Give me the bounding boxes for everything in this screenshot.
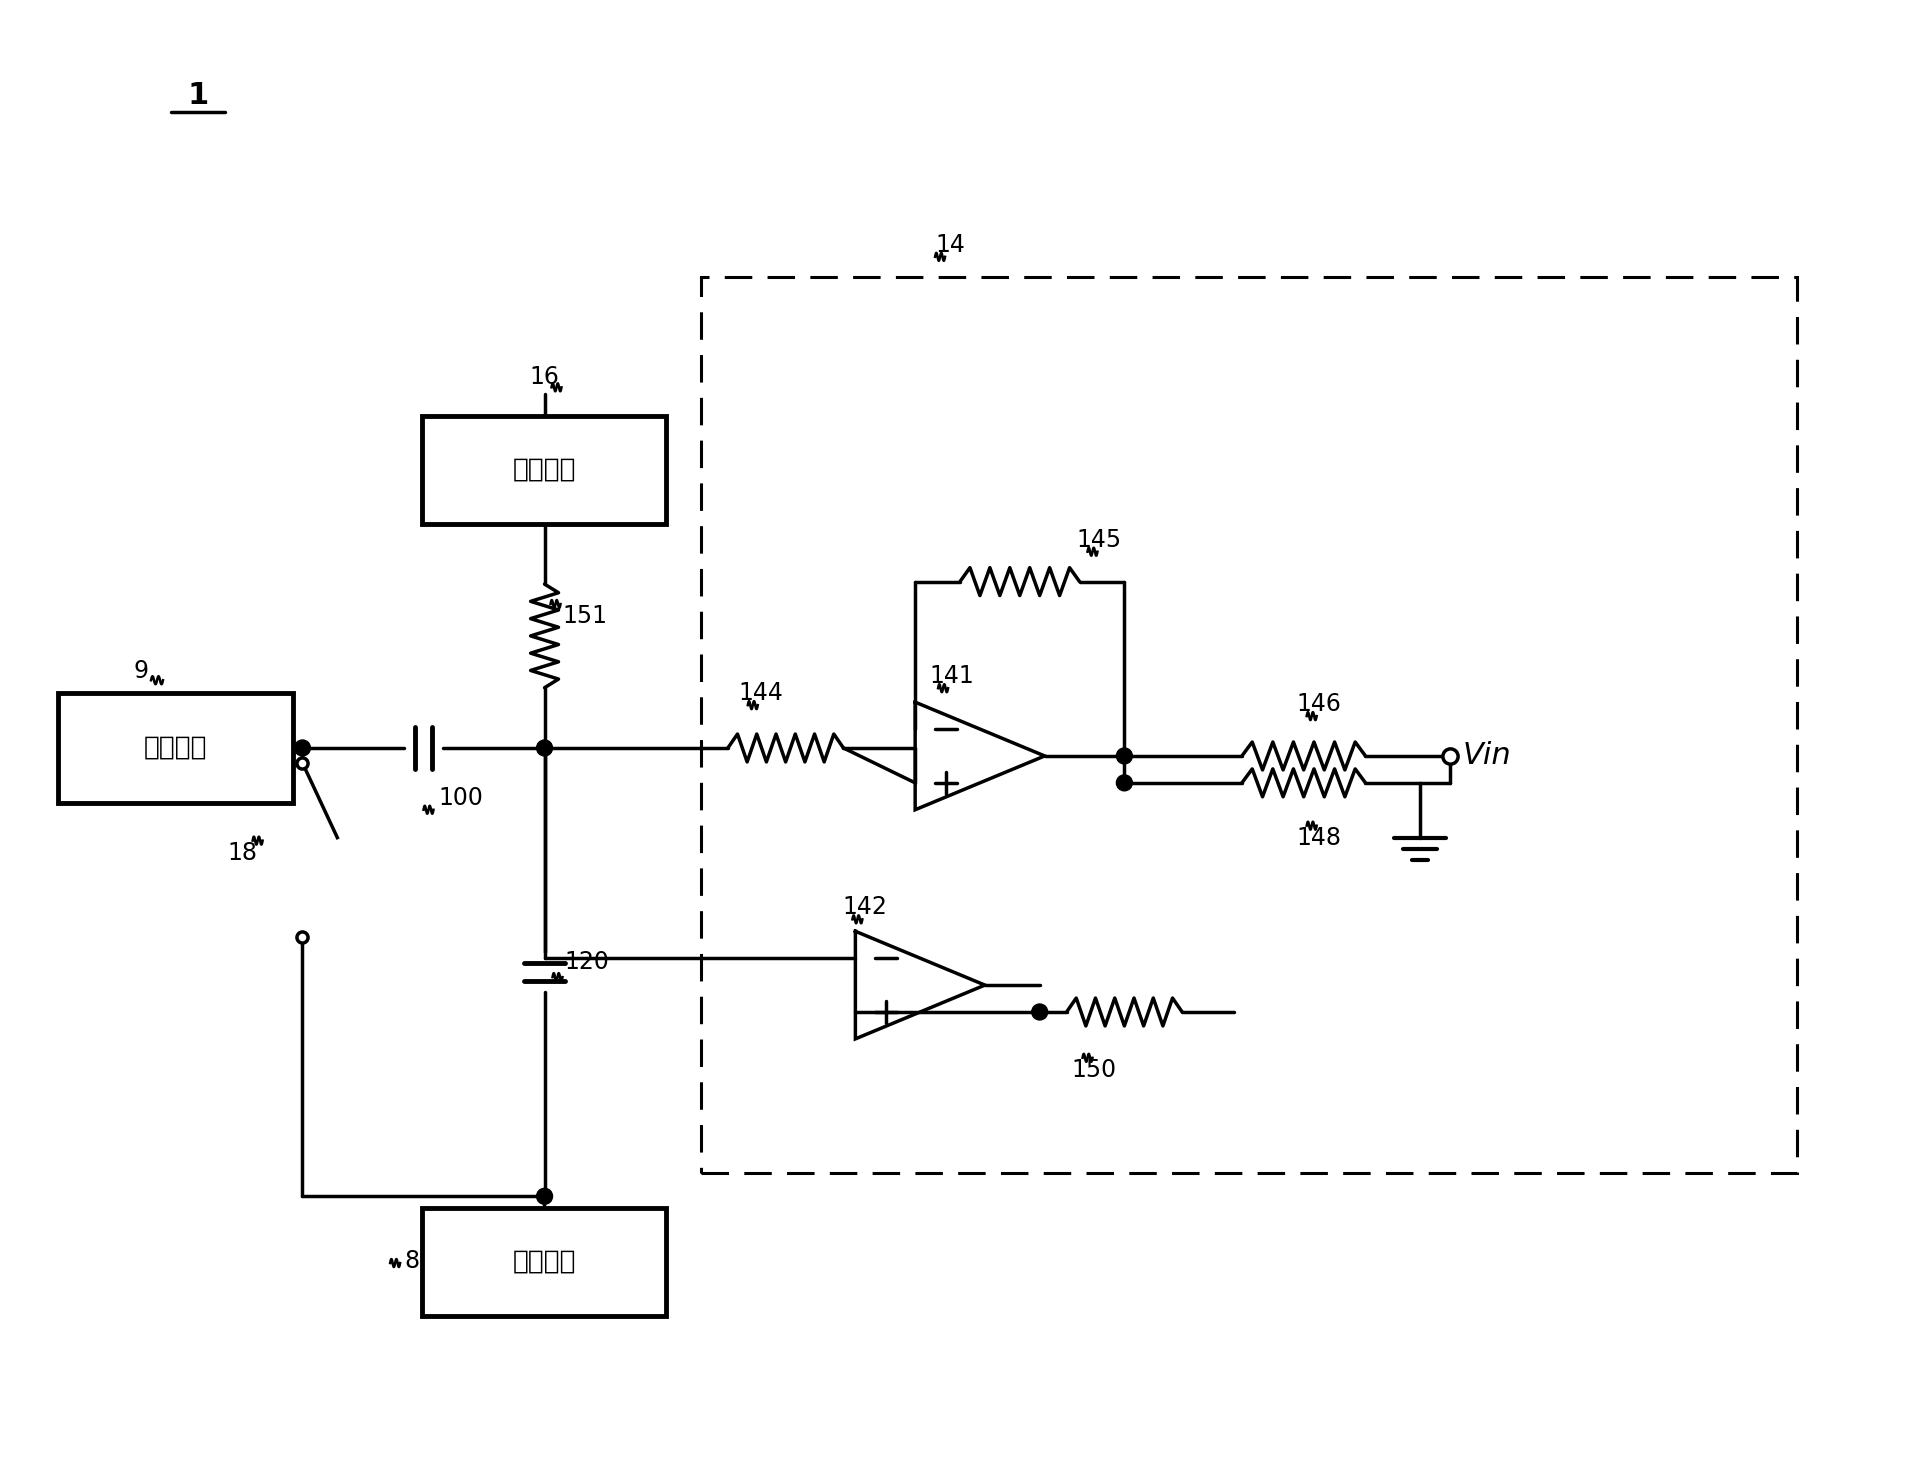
Text: Vin: Vin <box>1463 742 1513 771</box>
Text: 16: 16 <box>529 365 560 390</box>
Text: 14: 14 <box>935 233 964 257</box>
Text: 8: 8 <box>404 1249 420 1272</box>
Text: 142: 142 <box>843 896 888 919</box>
Circle shape <box>537 740 552 756</box>
Text: 120: 120 <box>564 951 610 974</box>
Text: 高压电源: 高压电源 <box>144 736 207 761</box>
Text: 151: 151 <box>562 604 608 627</box>
Circle shape <box>537 1188 552 1204</box>
Circle shape <box>1031 1004 1049 1020</box>
Text: 141: 141 <box>930 664 974 688</box>
Text: 1: 1 <box>188 82 209 110</box>
Bar <box>702 277 1796 1173</box>
Text: 148: 148 <box>1296 826 1342 850</box>
Text: 145: 145 <box>1077 528 1121 552</box>
Text: 144: 144 <box>738 681 784 706</box>
Bar <box>58 693 293 802</box>
Text: 150: 150 <box>1072 1057 1118 1081</box>
Bar <box>422 1209 665 1315</box>
Circle shape <box>1116 776 1133 790</box>
Text: 100: 100 <box>439 786 483 810</box>
Text: 146: 146 <box>1296 693 1342 716</box>
Circle shape <box>1116 747 1133 764</box>
Circle shape <box>295 740 311 756</box>
Text: 18: 18 <box>228 841 257 865</box>
Bar <box>422 417 665 523</box>
Text: 低压电源: 低压电源 <box>512 1249 575 1275</box>
Text: 9: 9 <box>134 660 150 684</box>
Text: 检测单元: 检测单元 <box>512 457 575 483</box>
